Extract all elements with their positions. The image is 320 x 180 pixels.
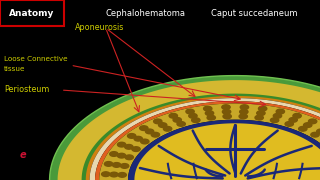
Circle shape (240, 109, 248, 114)
Circle shape (222, 105, 230, 109)
Circle shape (222, 109, 231, 114)
Text: e: e (20, 150, 26, 160)
Circle shape (177, 122, 185, 126)
Circle shape (151, 132, 160, 137)
Polygon shape (95, 101, 320, 180)
Circle shape (257, 111, 265, 116)
Circle shape (239, 114, 247, 119)
Circle shape (110, 152, 118, 156)
Circle shape (128, 134, 136, 138)
Circle shape (299, 127, 307, 131)
Circle shape (110, 172, 118, 177)
Polygon shape (82, 94, 320, 180)
Circle shape (169, 113, 178, 118)
Circle shape (164, 127, 172, 131)
Circle shape (204, 106, 212, 111)
Circle shape (276, 109, 284, 114)
Circle shape (104, 162, 113, 166)
Circle shape (125, 145, 133, 149)
Text: Anatomy: Anatomy (9, 8, 55, 18)
Circle shape (308, 119, 317, 124)
Text: Cephalohematoma: Cephalohematoma (106, 8, 186, 18)
Circle shape (255, 115, 263, 120)
Polygon shape (99, 103, 320, 180)
Polygon shape (128, 120, 320, 180)
Circle shape (173, 118, 181, 122)
Text: Periosteum: Periosteum (4, 86, 49, 94)
Polygon shape (134, 123, 320, 180)
Polygon shape (50, 76, 320, 180)
FancyBboxPatch shape (0, 0, 64, 26)
Circle shape (304, 123, 312, 127)
Text: tissue: tissue (4, 66, 25, 72)
Circle shape (132, 147, 140, 151)
Circle shape (146, 129, 154, 134)
Circle shape (270, 118, 279, 123)
Circle shape (140, 126, 148, 130)
Circle shape (141, 139, 149, 144)
Circle shape (205, 111, 214, 116)
Circle shape (154, 119, 162, 124)
Polygon shape (90, 98, 320, 180)
Circle shape (117, 153, 126, 158)
Text: Loose Connective: Loose Connective (4, 56, 68, 62)
Circle shape (120, 164, 129, 168)
Circle shape (125, 155, 133, 160)
Circle shape (273, 114, 282, 118)
Circle shape (316, 129, 320, 134)
Circle shape (134, 136, 142, 141)
Circle shape (293, 113, 301, 118)
Circle shape (102, 172, 110, 177)
Circle shape (311, 132, 319, 137)
Circle shape (112, 163, 121, 167)
Circle shape (192, 118, 200, 123)
Circle shape (285, 122, 293, 126)
Text: Aponeurosis: Aponeurosis (75, 23, 124, 32)
Circle shape (117, 142, 126, 147)
Circle shape (186, 109, 194, 114)
Circle shape (207, 115, 215, 120)
Circle shape (189, 114, 197, 118)
Circle shape (158, 123, 167, 127)
Circle shape (240, 105, 249, 109)
Polygon shape (83, 94, 320, 180)
Polygon shape (58, 80, 320, 180)
Circle shape (223, 114, 231, 119)
Text: Caput succedaneum: Caput succedaneum (211, 8, 298, 18)
Circle shape (118, 173, 126, 177)
Circle shape (259, 106, 267, 111)
Circle shape (289, 118, 297, 122)
